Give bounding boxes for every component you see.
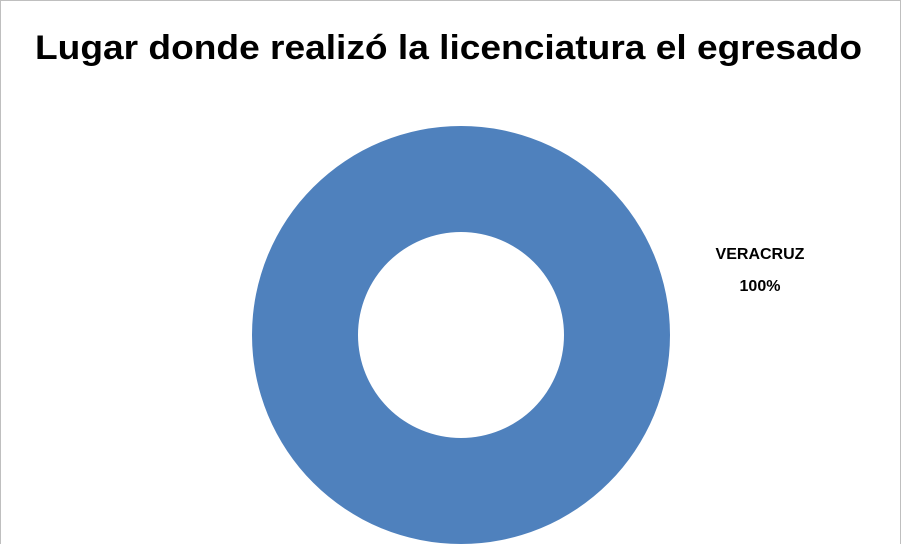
- chart-title: Lugar donde realizó la licenciatura el e…: [35, 29, 862, 67]
- value-label: 100%: [740, 278, 781, 295]
- category-label: VERACRUZ: [716, 246, 805, 263]
- doughnut-slice: [252, 126, 670, 544]
